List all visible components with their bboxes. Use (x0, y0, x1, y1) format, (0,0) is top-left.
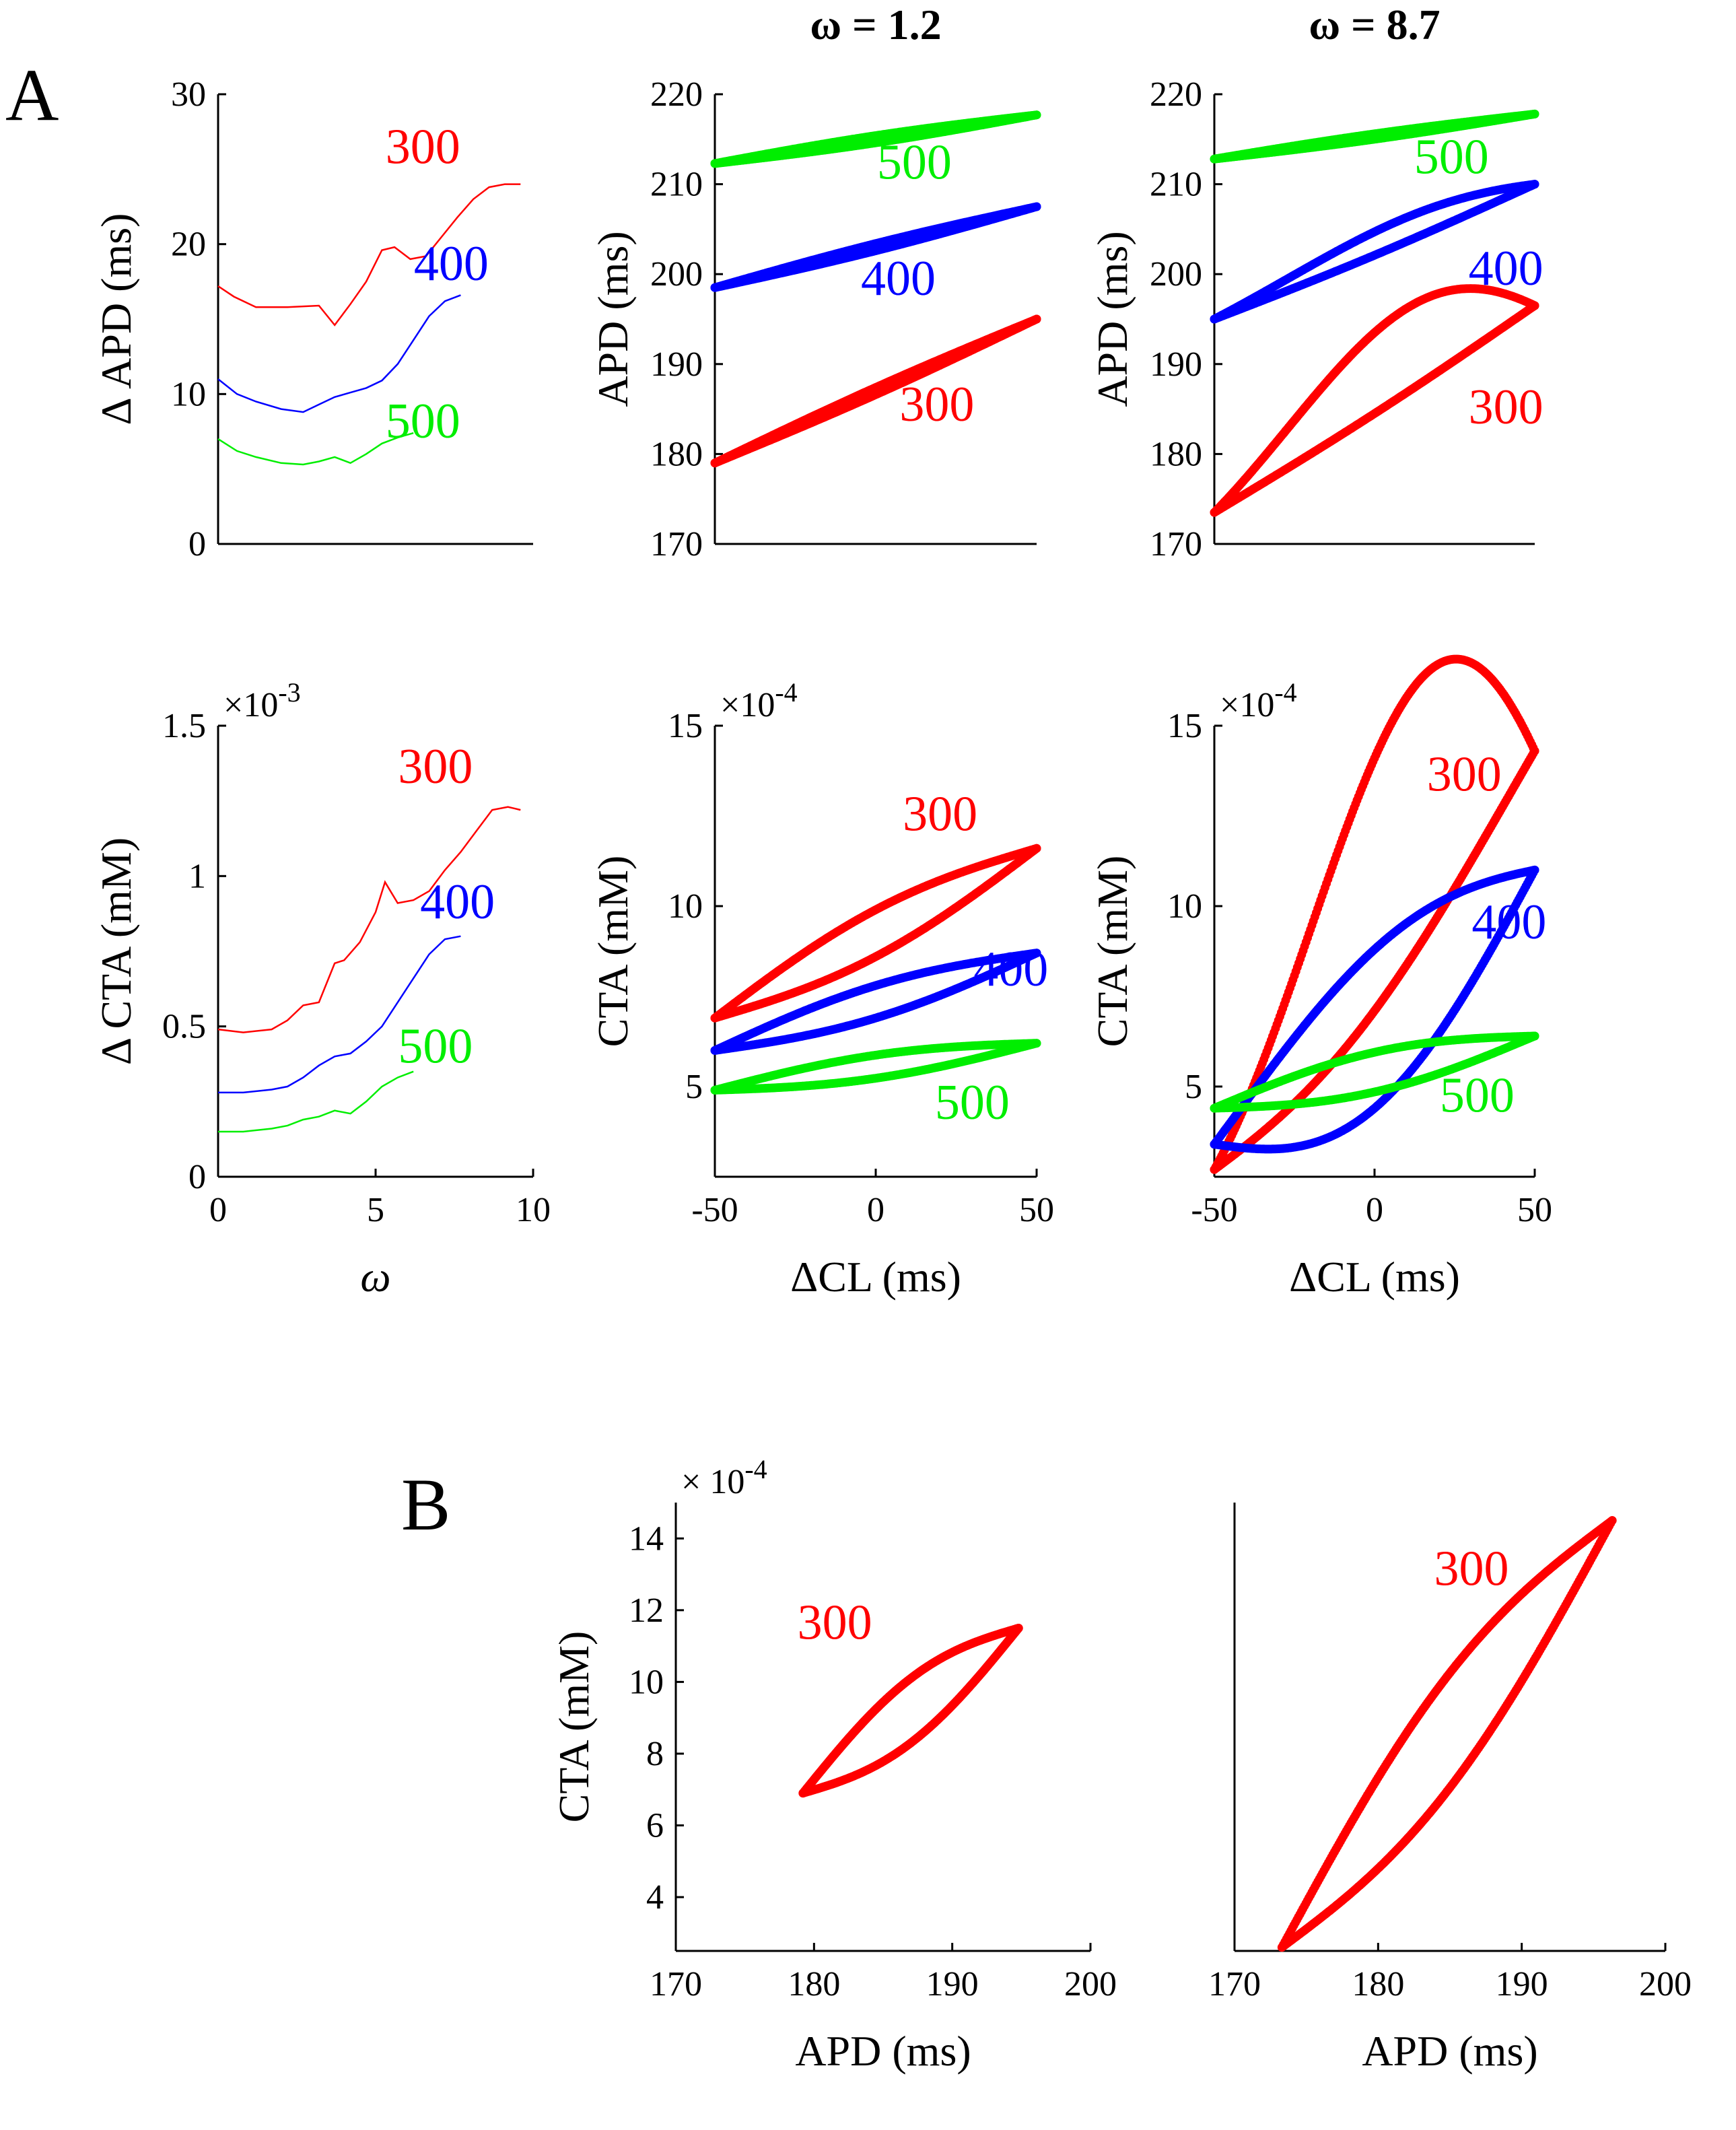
y-tick-label: 190 (1150, 345, 1202, 384)
y-tick-label: 210 (1150, 166, 1202, 204)
y-tick-label: 170 (1150, 525, 1202, 563)
series-label-500: 500 (398, 1019, 473, 1074)
loop-point-500 (1032, 110, 1041, 120)
y-tick-label: 170 (650, 525, 703, 563)
panel-letter-a: A (5, 54, 59, 136)
y-tick-label: 10 (668, 887, 703, 926)
axis-scale-exponent: -4 (775, 677, 797, 708)
loop-point-300 (1032, 844, 1041, 853)
loop-300 (710, 314, 1041, 468)
y-tick-label: 200 (650, 255, 703, 294)
loop-point-300 (1530, 301, 1539, 310)
y-tick-label: 220 (1150, 75, 1202, 114)
series-label-500: 500 (877, 135, 952, 191)
y-tick-label: 0 (188, 1158, 206, 1196)
chart-title: ω = 8.7 (1309, 1, 1440, 48)
series-label-400: 400 (973, 942, 1048, 997)
y-axis-label: CTA (mM) (589, 856, 637, 1047)
delta-apd-vs-omega-chart: 0 10 20 30 Δ APD (ms) 300 400 500 (92, 75, 533, 563)
loop-300 (1210, 284, 1539, 517)
loop-point-400 (1032, 202, 1041, 211)
y-tick-label: 0 (188, 525, 206, 563)
x-tick-label: 50 (1517, 1191, 1552, 1229)
series-label-400: 400 (1469, 241, 1543, 296)
y-axis-label: APD (ms) (1088, 231, 1136, 407)
cta-vs-dcl-omega-1-2-chart: 5 10 15 -50 0 50 CTA (mM) ΔCL (ms) ×10-4 300 400 50… (589, 677, 1054, 1301)
y-tick-label: 10 (1167, 887, 1202, 926)
chart-title: ω = 1.2 (810, 1, 941, 48)
y-axis-label: APD (ms) (589, 231, 637, 407)
loop-400 (710, 202, 1041, 292)
series-label-500: 500 (1414, 130, 1489, 185)
loop-500 (1210, 109, 1539, 164)
y-axis-label: Δ CTA (mM) (92, 837, 140, 1065)
series-label-400: 400 (861, 251, 936, 306)
series-line-300 (217, 183, 521, 327)
series-label-400: 400 (414, 236, 489, 291)
axis-scale-factor: ×10-4 (1220, 677, 1297, 724)
y-tick-label: 5 (685, 1068, 703, 1106)
series-line-500 (218, 1070, 414, 1133)
x-axis-label: ΔCL (ms) (790, 1253, 961, 1301)
loop-point-500 (1530, 109, 1539, 118)
x-tick-label: -50 (691, 1191, 738, 1229)
series-line-400 (217, 294, 461, 413)
axis-scale-exponent: -4 (1274, 677, 1296, 708)
loop-point-400 (1530, 180, 1539, 189)
x-tick-label: 0 (209, 1191, 227, 1229)
y-tick-label: 190 (650, 345, 703, 384)
y-axis-label: CTA (mM) (1088, 856, 1136, 1047)
y-tick-label: 210 (650, 166, 703, 204)
x-tick-label: 5 (367, 1191, 384, 1229)
series-label-300: 300 (1469, 380, 1543, 435)
loop-500 (710, 110, 1041, 168)
delta-cta-vs-omega-chart: 0 0.5 1 1.5 0 5 10 Δ CTA (mM) ω ×10-3 300 400 500 (92, 677, 551, 1301)
x-tick-label: 0 (867, 1191, 884, 1229)
x-axis-label: ΔCL (ms) (1289, 1253, 1460, 1301)
x-tick-label: 0 (1366, 1191, 1383, 1229)
series-label-300: 300 (903, 786, 977, 841)
y-tick-label: 15 (668, 707, 703, 745)
y-tick-label: 1.5 (162, 707, 206, 745)
y-tick-label: 20 (171, 226, 206, 264)
y-tick-label: 10 (171, 375, 206, 413)
y-tick-label: 15 (1167, 707, 1202, 745)
y-tick-label: 1 (188, 857, 206, 895)
axis-scale-factor: ×10-3 (223, 677, 301, 724)
axis-scale-factor: ×10-4 (720, 677, 798, 724)
x-tick-label: 10 (516, 1191, 551, 1229)
series-label-300: 300 (386, 119, 460, 174)
apd-vs-dcl-omega-1-2-chart: 170 180 190 200 210 220 APD (ms) ω = 1.2 500 400 3… (589, 1, 1041, 563)
series-label-500: 500 (935, 1075, 1010, 1130)
x-axis-label: ω (360, 1253, 390, 1301)
apd-vs-dcl-omega-8-7-chart: 170 180 190 200 210 220 APD (ms) ω = 8.7 500 400 3… (1088, 1, 1543, 563)
y-tick-label: 5 (1185, 1068, 1202, 1106)
y-tick-label: 220 (650, 75, 703, 114)
y-tick-label: 200 (1150, 255, 1202, 294)
series-label-400: 400 (420, 874, 495, 930)
series-label-300: 300 (398, 739, 473, 794)
series-line-500 (217, 432, 414, 466)
y-tick-label: 30 (171, 75, 206, 114)
x-tick-label: -50 (1191, 1191, 1237, 1229)
x-tick-label: 50 (1019, 1191, 1054, 1229)
y-tick-label: 0.5 (162, 1008, 206, 1046)
y-axis-label: Δ APD (ms) (92, 213, 140, 425)
series-label-300: 300 (899, 377, 974, 432)
axis-scale-exponent: -3 (278, 677, 300, 708)
loop-point-300 (1032, 314, 1041, 324)
loop-point-300 (1530, 747, 1539, 755)
series-label-500: 500 (386, 394, 460, 449)
y-tick-label: 180 (650, 435, 703, 473)
y-tick-label: 180 (1150, 435, 1202, 473)
panel-letter-b: B (401, 1464, 450, 1546)
loop-point-500 (1032, 1039, 1041, 1048)
